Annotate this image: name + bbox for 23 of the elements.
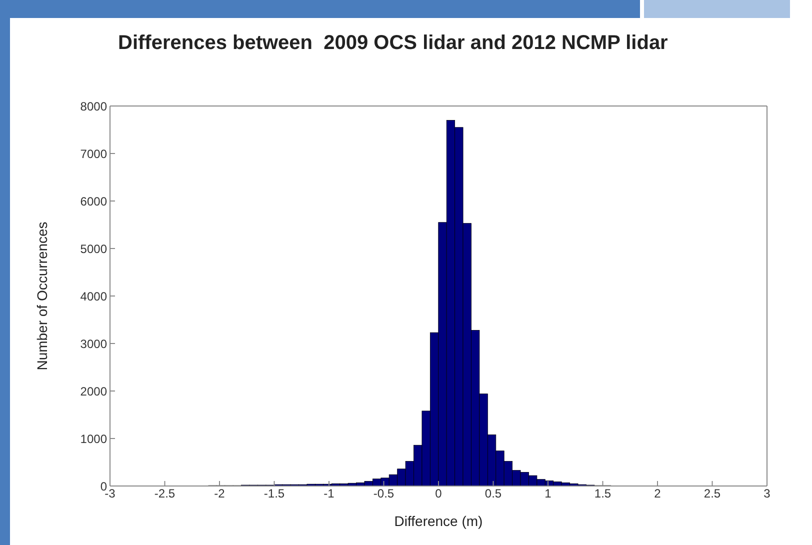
y-tick-label: 1000 bbox=[80, 432, 108, 446]
x-tick-label: 2 bbox=[654, 486, 662, 501]
y-tick-label: 3000 bbox=[80, 336, 108, 351]
x-tick-label: -1 bbox=[324, 486, 335, 501]
y-axis-title: Number of Occurrences bbox=[34, 222, 50, 370]
x-tick-label: 0.5 bbox=[484, 486, 502, 501]
x-tick-label: -2.5 bbox=[154, 486, 176, 501]
x-tick-label: 2.5 bbox=[704, 486, 721, 501]
x-tick-label: -0.5 bbox=[373, 486, 394, 501]
y-tick-label: 2000 bbox=[80, 384, 108, 398]
y-tick-label: 4000 bbox=[80, 289, 108, 304]
x-axis-title: Difference (m) bbox=[394, 513, 483, 529]
y-tick-label: 8000 bbox=[80, 99, 108, 114]
x-tick-label: 1 bbox=[544, 486, 552, 501]
chart-title: Differences between 2009 OCS lidar and 2012 NCMP lidar bbox=[118, 32, 668, 55]
x-tick-label: -2 bbox=[214, 486, 226, 501]
y-tick-label: 7000 bbox=[80, 146, 108, 161]
x-tick-label: 0 bbox=[435, 486, 442, 501]
x-tick-label: 3 bbox=[764, 486, 771, 501]
y-tick-label: 6000 bbox=[80, 194, 108, 208]
x-tick-label: -1.5 bbox=[264, 486, 285, 501]
y-tick-label: 5000 bbox=[80, 242, 108, 256]
x-tick-label: 1.5 bbox=[594, 486, 612, 501]
